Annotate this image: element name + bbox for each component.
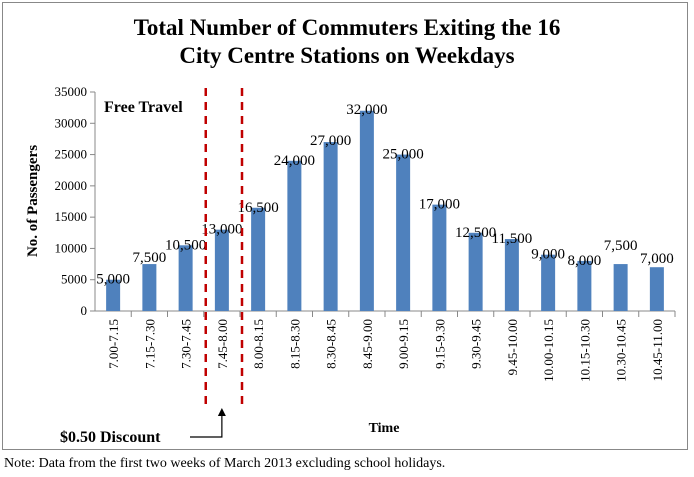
bar: [359, 110, 374, 312]
bar: [178, 245, 193, 311]
x-tick-label: 9.45-10.00: [505, 319, 520, 375]
bar: [106, 279, 121, 311]
bar: [214, 229, 229, 311]
y-tick-label: 15000: [55, 209, 88, 224]
x-tick-label: 8.45-9.00: [360, 319, 375, 369]
y-axis-label: No. of Passengers: [25, 145, 41, 257]
bar: [287, 160, 302, 311]
bar: [323, 142, 338, 311]
bar: [613, 264, 628, 311]
x-tick-label: 7.45-8.00: [215, 319, 230, 369]
x-tick-label: 9.00-9.15: [396, 319, 411, 369]
x-tick-label: 8.00-8.15: [251, 319, 266, 369]
data-label: 16,500: [238, 200, 279, 216]
y-tick-label: 5000: [61, 272, 87, 287]
free-travel-label: Free Travel: [104, 99, 183, 116]
y-tick-label: 35000: [55, 84, 88, 99]
x-tick-label: 8.30-8.45: [324, 319, 339, 369]
bar: [577, 260, 592, 311]
data-label: 7,500: [604, 238, 638, 254]
bar: [396, 154, 411, 311]
chart-title-line-1: Total Number of Commuters Exiting the 16: [133, 15, 561, 40]
y-axis: 0 5000 10000 15000 20000 25000 30000 35000: [55, 84, 96, 318]
annotations: Free Travel $0.50 Discount: [60, 88, 244, 446]
data-label: 8,000: [568, 253, 602, 269]
discount-label: $0.50 Discount: [60, 429, 161, 446]
data-label: 7,500: [133, 250, 167, 266]
y-tick-label: 10000: [55, 240, 88, 255]
x-tick-label: 10.30-10.45: [614, 319, 629, 382]
y-tick-label: 0: [81, 303, 88, 318]
x-tick-label: 9.30-9.45: [469, 319, 484, 369]
data-label: 11,500: [492, 231, 533, 247]
y-tick-label: 25000: [55, 147, 88, 162]
chart-frame: [2, 2, 688, 450]
bar: [468, 232, 483, 311]
x-axis: [95, 310, 676, 317]
x-tick-label: 10.00-10.15: [541, 319, 556, 382]
chart-title-line-2: City Centre Stations on Weekdays: [179, 43, 515, 68]
x-tick-label: 9.15-9.30: [432, 319, 447, 369]
data-label: 12,500: [455, 225, 496, 241]
data-label: 9,000: [531, 247, 565, 263]
discount-arrow-head: [217, 408, 226, 416]
x-tick-label: 10.45-11.00: [650, 319, 665, 381]
data-label: 27,000: [310, 133, 351, 149]
x-tick-label: 10.15-10.30: [577, 319, 592, 382]
data-label: 13,000: [201, 222, 242, 238]
bar: [251, 207, 266, 311]
data-label: 32,000: [346, 102, 387, 118]
x-axis-label: Time: [369, 421, 400, 436]
x-tick-labels: 7.00-7.15 7.15-7.30 7.30-7.45 7.45-8.00 8.00…: [106, 319, 665, 382]
data-label: 7,000: [640, 251, 674, 267]
x-tick-label: 8.15-8.30: [287, 319, 302, 369]
data-label: 25,000: [383, 147, 424, 163]
data-label: 24,000: [274, 153, 315, 169]
x-tick-label: 7.15-7.30: [142, 319, 157, 369]
y-tick-label: 20000: [55, 178, 88, 193]
bar: [649, 267, 664, 311]
data-label: 5,000: [96, 272, 130, 288]
x-tick-label: 7.30-7.45: [179, 319, 194, 369]
discount-arrow-line: [190, 414, 223, 438]
y-tick-label: 30000: [55, 115, 88, 130]
data-label: 17,000: [419, 197, 460, 213]
bar: [432, 204, 447, 311]
chart-title: Total Number of Commuters Exiting the 16…: [0, 14, 694, 70]
data-labels: 5,0007,50010,50013,00016,50024,00027,000…: [96, 102, 674, 288]
footnote: Note: Data from the first two weeks of M…: [4, 456, 446, 471]
bar: [541, 254, 556, 311]
x-tick-label: 7.00-7.15: [106, 319, 121, 369]
data-label: 10,500: [165, 237, 206, 253]
bar: [504, 239, 519, 311]
bar-series: [106, 110, 664, 312]
bar: [142, 264, 157, 311]
